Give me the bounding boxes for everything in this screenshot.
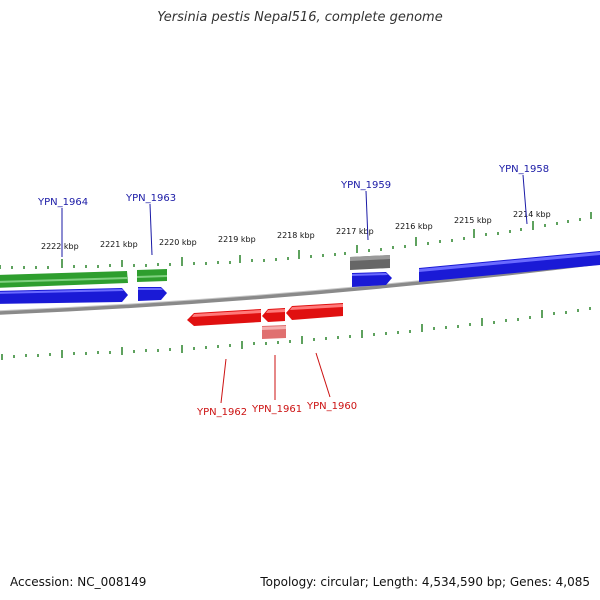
kbp-label: 2219 kbp [218, 235, 256, 244]
kbp-label: 2217 kbp [336, 227, 374, 236]
gene-label-ypn-1958[interactable]: YPN_1958 [498, 164, 549, 175]
forward-gene-features [0, 255, 390, 288]
reverse-cds-features [187, 303, 343, 339]
cds-ypn-1963[interactable] [138, 287, 167, 301]
lower-tick-row [1, 307, 591, 360]
bottom-gene-labels: YPN_1962 YPN_1961 YPN_1960 [196, 352, 357, 418]
gene-label-ypn-1961[interactable]: YPN_1961 [251, 404, 302, 415]
accession-text: Accession: NC_008149 [10, 575, 147, 589]
kbp-label: 2222 kbp [41, 242, 79, 251]
kbp-label: 2221 kbp [100, 240, 138, 249]
kbp-label: 2216 kbp [395, 222, 433, 231]
gene-label-ypn-1962[interactable]: YPN_1962 [196, 407, 247, 418]
kbp-label: 2214 kbp [513, 210, 551, 219]
kbp-scale-labels: 2222 kbp 2221 kbp 2220 kbp 2219 kbp 2218… [41, 210, 551, 251]
gene-label-ypn-1964[interactable]: YPN_1964 [37, 197, 88, 208]
map-title: Yersinia pestis Nepal516, complete genom… [157, 10, 443, 25]
upper-tick-row [0, 212, 592, 269]
kbp-label: 2220 kbp [159, 238, 197, 247]
forward-cds-features [0, 251, 600, 304]
gene-label-ypn-1960[interactable]: YPN_1960 [306, 401, 357, 412]
gene-label-ypn-1959[interactable]: YPN_1959 [340, 180, 391, 191]
kbp-label: 2218 kbp [277, 231, 315, 240]
cds-ypn-1959[interactable] [352, 272, 392, 287]
kbp-label: 2215 kbp [454, 216, 492, 225]
topology-text: Topology: circular; Length: 4,534,590 bp… [260, 575, 590, 589]
top-gene-labels: YPN_1964 YPN_1963 YPN_1959 YPN_1958 [37, 164, 549, 257]
gene-label-ypn-1963[interactable]: YPN_1963 [125, 193, 176, 204]
